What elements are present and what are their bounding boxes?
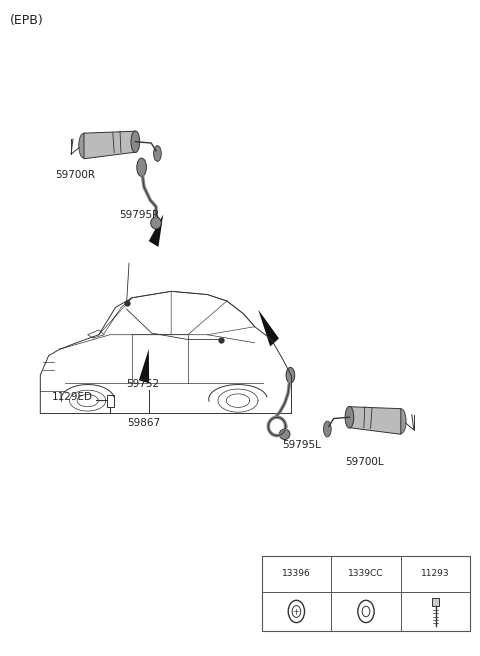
Polygon shape — [258, 310, 279, 346]
Ellipse shape — [131, 131, 140, 153]
Ellipse shape — [79, 133, 89, 158]
Ellipse shape — [286, 367, 295, 383]
Text: 59795R: 59795R — [119, 210, 159, 220]
Bar — [262, 556, 470, 631]
Polygon shape — [349, 407, 401, 434]
Ellipse shape — [151, 217, 161, 229]
Ellipse shape — [137, 158, 146, 176]
Text: 11293: 11293 — [421, 569, 450, 578]
Text: 59700R: 59700R — [55, 170, 95, 180]
Text: 59700L: 59700L — [346, 457, 384, 468]
Bar — [432, 598, 439, 606]
Ellipse shape — [345, 406, 354, 428]
Polygon shape — [139, 349, 149, 383]
Text: 1339CC: 1339CC — [348, 569, 384, 578]
Text: (EPB): (EPB) — [10, 14, 43, 28]
Ellipse shape — [324, 421, 331, 437]
Text: 59795L: 59795L — [282, 440, 321, 450]
Text: 1129ED: 1129ED — [52, 392, 93, 402]
Ellipse shape — [154, 146, 161, 161]
Ellipse shape — [396, 409, 406, 434]
Polygon shape — [84, 131, 135, 159]
Text: 13396: 13396 — [282, 569, 311, 578]
Polygon shape — [149, 215, 163, 247]
Bar — [107, 395, 114, 407]
Text: 59867: 59867 — [127, 418, 160, 428]
Text: 59752: 59752 — [126, 379, 159, 389]
Ellipse shape — [279, 429, 290, 440]
